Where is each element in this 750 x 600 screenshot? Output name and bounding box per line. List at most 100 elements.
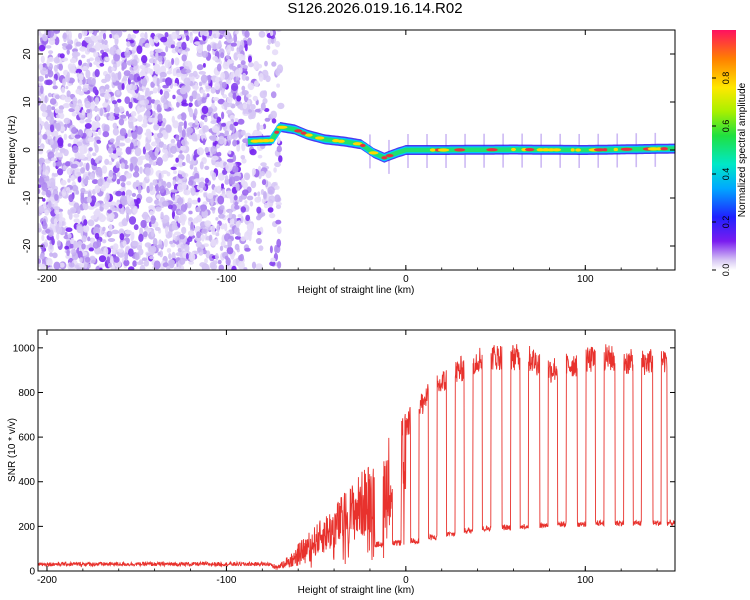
noise-speckle xyxy=(231,82,239,92)
noise-speckle xyxy=(82,87,88,92)
noise-speckle xyxy=(111,67,115,71)
noise-speckle xyxy=(267,186,275,195)
noise-speckle xyxy=(52,85,58,90)
noise-speckle xyxy=(98,170,103,178)
noise-speckle xyxy=(85,162,90,172)
noise-speckle xyxy=(202,201,208,206)
noise-speckle xyxy=(232,139,238,147)
noise-speckle xyxy=(107,147,114,154)
noise-speckle xyxy=(99,62,105,67)
x-tick-label: -100 xyxy=(216,575,236,586)
noise-speckle xyxy=(53,218,58,226)
noise-speckle xyxy=(103,39,108,46)
noise-speckle xyxy=(131,192,137,197)
noise-speckle xyxy=(132,30,140,34)
noise-speckle xyxy=(196,133,201,140)
noise-speckle xyxy=(274,194,281,203)
noise-speckle xyxy=(108,223,113,232)
noise-speckle xyxy=(241,90,249,96)
noise-speckle xyxy=(47,116,51,121)
noise-speckle xyxy=(211,42,218,50)
noise-speckle xyxy=(260,102,266,111)
noise-speckle xyxy=(250,104,256,110)
spectrogram-x-axis: -200 -100 0 100 xyxy=(37,30,658,285)
noise-speckle xyxy=(129,200,135,210)
track-hotspot xyxy=(511,147,516,152)
noise-speckle xyxy=(38,188,41,194)
noise-speckle xyxy=(61,86,66,94)
noise-speckle xyxy=(129,142,134,150)
noise-speckle xyxy=(165,124,172,133)
noise-speckle xyxy=(75,88,81,95)
noise-speckle xyxy=(240,178,246,186)
noise-speckle xyxy=(175,157,179,163)
noise-speckle xyxy=(126,41,131,47)
colorbar-gradient xyxy=(712,30,736,270)
tone-track xyxy=(247,122,675,174)
noise-speckle xyxy=(111,74,117,83)
noise-speckle xyxy=(115,135,121,144)
noise-speckle xyxy=(187,236,193,242)
noise-speckle xyxy=(210,225,216,233)
noise-speckle xyxy=(68,31,73,40)
noise-speckle xyxy=(224,255,229,260)
noise-speckle xyxy=(53,130,59,137)
noise-speckle xyxy=(226,55,230,60)
noise-speckle xyxy=(199,121,203,128)
noise-speckle xyxy=(104,92,111,100)
noise-speckle xyxy=(139,64,146,70)
noise-speckle xyxy=(180,244,185,250)
noise-speckle xyxy=(186,127,194,134)
noise-speckle xyxy=(90,35,96,40)
noise-speckle xyxy=(212,97,220,101)
noise-speckle xyxy=(116,178,121,185)
noise-speckle xyxy=(259,124,264,131)
noise-speckle xyxy=(220,72,226,81)
noise-speckle xyxy=(149,37,153,46)
noise-speckle xyxy=(173,82,178,87)
noise-speckle xyxy=(84,37,89,42)
noise-speckle xyxy=(236,40,241,48)
noise-speckle xyxy=(152,179,158,186)
noise-speckle xyxy=(86,109,91,114)
noise-speckle xyxy=(244,43,248,52)
noise-speckle xyxy=(176,139,182,149)
noise-speckle xyxy=(161,170,169,175)
noise-speckle xyxy=(51,157,58,162)
noise-speckle xyxy=(165,77,173,86)
noise-speckle xyxy=(234,118,239,123)
noise-speckle xyxy=(188,217,193,222)
noise-speckle xyxy=(175,134,180,142)
noise-speckle xyxy=(128,266,135,270)
noise-speckle xyxy=(38,228,42,232)
noise-speckle xyxy=(218,213,226,219)
noise-speckle xyxy=(125,47,129,53)
noise-speckle xyxy=(141,257,148,262)
noise-speckle xyxy=(200,205,206,212)
noise-speckle xyxy=(264,108,270,112)
noise-speckle xyxy=(138,233,144,242)
noise-speckle xyxy=(202,249,207,255)
noise-speckle xyxy=(200,30,208,36)
noise-speckle xyxy=(87,130,93,138)
y-tick-label: 20 xyxy=(22,48,33,60)
noise-speckle xyxy=(66,249,70,257)
noise-speckle xyxy=(194,41,201,45)
track-hotspot xyxy=(261,139,271,143)
noise-speckle xyxy=(83,84,89,89)
noise-speckle xyxy=(258,245,264,251)
noise-speckle xyxy=(88,47,96,53)
noise-speckle xyxy=(248,113,254,120)
noise-speckle xyxy=(232,92,237,100)
noise-speckle xyxy=(118,203,123,209)
noise-speckle xyxy=(59,148,66,154)
noise-speckle xyxy=(142,180,146,190)
noise-speckle xyxy=(233,52,239,61)
noise-speckle xyxy=(159,185,165,194)
noise-speckle xyxy=(66,90,71,98)
noise-speckle xyxy=(84,118,92,123)
noise-speckle xyxy=(136,244,142,251)
noise-speckle xyxy=(236,95,242,102)
noise-speckle xyxy=(65,161,71,167)
noise-speckle xyxy=(171,210,176,219)
